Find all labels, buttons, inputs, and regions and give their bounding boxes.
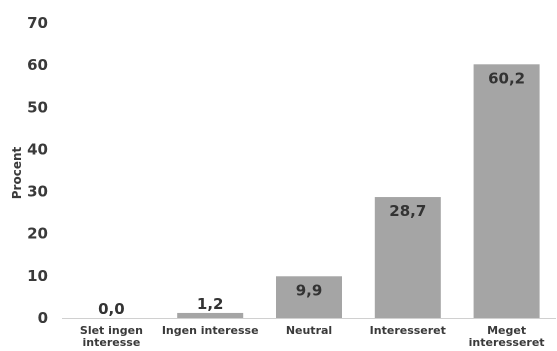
y-tick-label: 30 (27, 183, 48, 201)
y-tick-label: 20 (27, 225, 48, 243)
x-axis: Slet ingen interesse Ingen interesse Neutra… (62, 318, 556, 349)
bar (473, 64, 540, 318)
data-labels-group: 0,0 1,2 9,9 28,7 60,2 (98, 69, 525, 318)
y-tick-label: 70 (27, 14, 48, 32)
y-tick-label: 40 (27, 140, 48, 158)
x-tick-label: Neutral (286, 324, 332, 337)
x-tick-label: Meget interesseret (469, 324, 545, 347)
data-label: 0,0 (98, 300, 125, 318)
x-tick-label: Ingen interesse (162, 324, 259, 337)
data-label: 1,2 (197, 295, 224, 313)
x-tick-label: Interesseret (370, 324, 446, 337)
data-label: 60,2 (488, 69, 525, 87)
y-tick-label: 60 (27, 56, 48, 74)
data-label: 28,7 (389, 202, 426, 220)
y-tick-label: 50 (27, 98, 48, 116)
y-axis: 0 10 20 30 40 50 60 70 (27, 14, 48, 327)
y-tick-label: 10 (27, 267, 48, 285)
data-label: 9,9 (296, 281, 323, 299)
bars-group (177, 64, 540, 318)
y-axis-title: Procent (10, 146, 24, 199)
y-tick-label: 0 (38, 309, 48, 327)
bar (374, 197, 441, 318)
bar (177, 312, 244, 318)
bar (276, 276, 342, 318)
x-tick-label: Slet ingen interesse (80, 324, 143, 347)
